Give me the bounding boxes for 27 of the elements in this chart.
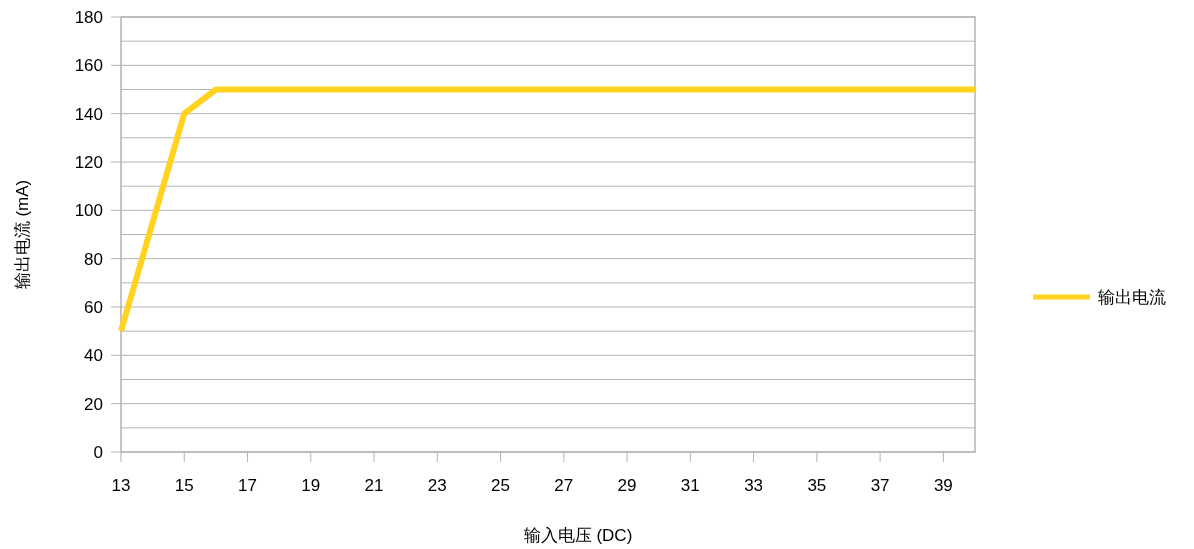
x-tick-label: 31 — [680, 476, 700, 495]
x-tick-label: 25 — [491, 476, 511, 495]
y-tick-label: 140 — [74, 104, 103, 124]
y-axis-title: 输出电流 (mA) — [13, 179, 32, 290]
x-tick-label: 19 — [301, 476, 321, 495]
x-tick-label: 23 — [427, 476, 447, 495]
legend-label: 输出电流 — [1098, 288, 1166, 307]
x-axis-title: 输入电压 (DC) — [523, 526, 633, 545]
y-tick-label: 120 — [74, 153, 103, 172]
x-tick-label: 17 — [238, 476, 257, 495]
y-tick-label: 0 — [93, 443, 103, 462]
x-tick-label: 15 — [174, 476, 194, 495]
x-tick-label: 21 — [364, 476, 384, 495]
x-tick-label: 33 — [744, 476, 764, 495]
y-tick-label: 100 — [74, 201, 103, 221]
x-tick-label: 27 — [554, 476, 574, 495]
y-tick-label: 180 — [74, 8, 103, 27]
y-tick-label: 60 — [84, 298, 103, 317]
x-tick-label: 13 — [111, 476, 131, 495]
x-tick-label: 37 — [870, 476, 890, 495]
y-tick-label: 20 — [84, 394, 103, 414]
y-tick-label: 160 — [74, 56, 103, 76]
x-tick-label: 39 — [933, 476, 953, 495]
y-tick-label: 40 — [84, 346, 103, 366]
y-tick-label: 80 — [84, 249, 103, 269]
x-tick-label: 29 — [617, 476, 637, 495]
x-tick-label: 35 — [807, 476, 827, 495]
